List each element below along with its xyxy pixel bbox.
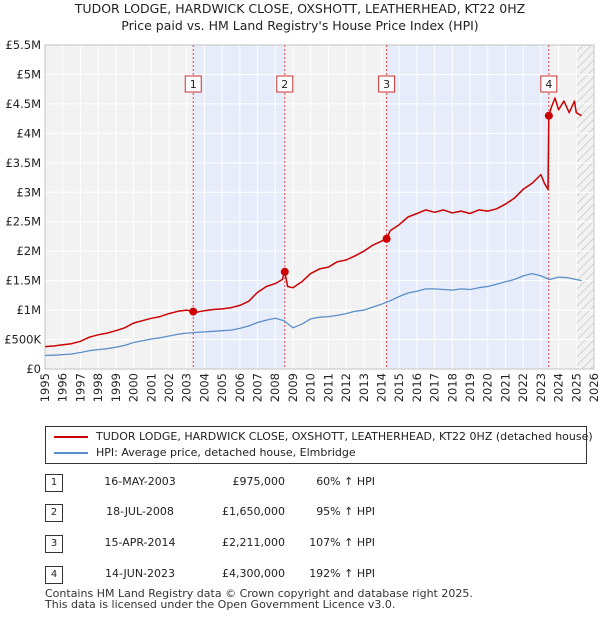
sale-date: 18-JUL-2008 [106,505,174,518]
sale-point [382,234,391,243]
y-tick-label: £5M [16,67,41,81]
chart-title-block: TUDOR LODGE, HARDWICK CLOSE, OXSHOTT, LE… [0,0,600,34]
y-tick-label: £1M [16,303,41,317]
sale-date: 16-MAY-2003 [104,475,176,488]
y-tick-label: £0 [26,362,41,376]
ownership-shade [386,45,549,369]
y-tick-label: £2.5M [5,215,41,229]
plot-border [44,44,595,370]
sale-row: 2 18-JUL-2008 £1,650,000 95% ↑ HPI [45,502,585,522]
sale-price: £4,300,000 [222,567,285,580]
x-tick-label: 2024 [552,373,566,402]
y-tick-label: £4M [16,126,41,140]
sale-label-number: 2 [281,78,288,91]
x-tick-label: 2021 [498,373,512,402]
y-tick-label: £3M [16,185,41,199]
x-tick-label: 2005 [215,373,229,402]
sale-hpi: 60% ↑ HPI [316,475,375,488]
x-tick-label: 1998 [91,373,105,402]
x-tick-label: 2008 [268,373,282,402]
x-tick-label: 2013 [357,373,371,402]
x-tick-label: 2006 [233,373,247,402]
sale-hpi: 107% ↑ HPI [309,536,375,549]
x-tick-label: 2009 [286,373,300,402]
sale-number: 2 [45,504,63,522]
sale-date: 14-JUN-2023 [104,567,176,580]
legend-swatch-hpi [54,452,88,454]
sale-row: 1 16-MAY-2003 £975,000 60% ↑ HPI [45,472,585,492]
chart-subtitle: Price paid vs. HM Land Registry's House … [121,18,479,33]
sale-price: £975,000 [232,475,286,488]
x-tick-label: 2022 [516,373,530,402]
y-tick-label: £3.5M [5,156,41,170]
x-tick-label: 2003 [180,373,194,402]
sale-point [189,307,198,316]
legend-swatch-property [54,436,88,438]
x-tick-label: 2011 [321,373,335,402]
x-tick-label: 2020 [481,373,495,402]
x-tick-label: 2026 [587,373,600,402]
y-tick-label: £500K [4,333,41,347]
x-tick-label: 1995 [38,373,52,402]
ownership-shade [193,45,285,369]
chart-title: TUDOR LODGE, HARDWICK CLOSE, OXSHOTT, LE… [74,1,526,16]
sale-price: £2,211,000 [222,536,285,549]
x-tick-label: 2007 [251,373,265,402]
footer-line-1: Contains HM Land Registry data © Crown c… [45,587,473,600]
y-tick-label: £5.5M [5,38,41,52]
x-tick-label: 2025 [569,373,583,402]
sale-label-box [378,75,396,93]
legend: TUDOR LODGE, HARDWICK CLOSE, OXSHOTT, LE… [45,426,593,464]
x-tick-label: 2001 [144,373,158,402]
y-tick-label: £2M [16,244,41,258]
sale-label-number: 3 [383,78,390,91]
sale-number: 4 [45,566,63,584]
property-price-line [44,97,582,348]
x-tick-label: 2004 [197,373,211,402]
sale-price: £1,650,000 [222,505,285,518]
legend-label-property: TUDOR LODGE, HARDWICK CLOSE, OXSHOTT, LE… [96,430,593,443]
price-chart: £0 £500K £1M £1.5M £2M £2.5M £3M £3.5M £4M £4.5M £… [4,38,600,402]
sale-label-box [540,75,558,93]
x-tick-label: 1997 [73,373,87,402]
sale-label-number: 4 [545,78,552,91]
legend-label-hpi: HPI: Average price, detached house, Elmb… [96,446,356,459]
x-tick-label: 1999 [109,373,123,402]
x-tick-label: 2019 [463,373,477,402]
hpi-line [44,272,582,357]
x-tick-label: 2017 [428,373,442,402]
sale-label-box [184,75,202,93]
sale-hpi: 192% ↑ HPI [309,567,375,580]
sale-number: 3 [45,535,63,553]
sale-hpi: 95% ↑ HPI [316,505,375,518]
sale-point [544,111,553,120]
sale-label-box [276,75,294,93]
footer: Contains HM Land Registry data © Crown c… [45,588,473,610]
x-tick-label: 2000 [127,373,141,402]
x-tick-label: 2023 [534,373,548,402]
x-tick-label: 2010 [304,373,318,402]
sale-number: 1 [45,474,63,492]
x-tick-label: 2014 [374,373,388,402]
sale-point [280,267,289,276]
sale-row: 3 15-APR-2014 £2,211,000 107% ↑ HPI [45,533,585,553]
x-tick-label: 2002 [162,373,176,402]
y-tick-label: £1.5M [5,274,41,288]
x-tick-label: 2016 [410,373,424,402]
y-tick-label: £4.5M [5,97,41,111]
forecast-hatch [576,45,594,369]
sale-label-number: 1 [190,78,197,91]
x-tick-label: 2015 [392,373,406,402]
x-tick-label: 2012 [339,373,353,402]
x-tick-label: 1996 [56,373,70,402]
sale-row: 4 14-JUN-2023 £4,300,000 192% ↑ HPI [45,564,585,584]
sale-date: 15-APR-2014 [104,536,176,549]
footer-line-2: This data is licensed under the Open Gov… [45,598,396,611]
x-tick-label: 2018 [445,373,459,402]
